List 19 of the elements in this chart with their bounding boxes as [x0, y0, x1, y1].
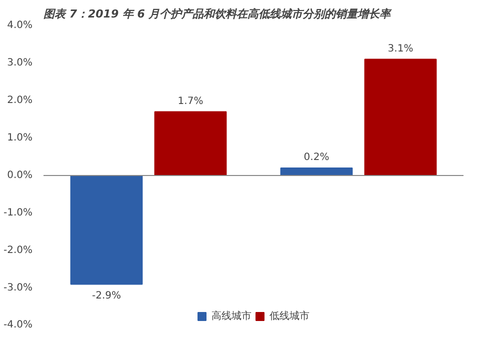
data-label: 3.1%	[388, 43, 414, 54]
legend-label: 高线城市	[212, 310, 252, 323]
data-label: 0.2%	[304, 152, 330, 163]
bar	[70, 175, 143, 285]
data-label: -2.9%	[92, 290, 122, 302]
chart-title: 图表 7：2019 年 6 月个护产品和饮料在高低线城市分别的销量增长率	[44, 8, 393, 20]
y-tick-label: -3.0%	[3, 282, 32, 294]
y-tick-label: -4.0%	[3, 320, 32, 330]
y-tick-label: -1.0%	[3, 208, 32, 218]
data-label: 1.7%	[178, 96, 204, 107]
y-tick-label: 1.0%	[7, 132, 32, 144]
y-tick-label: 3.0%	[7, 58, 32, 68]
y-tick-label: 0.0%	[7, 170, 32, 181]
y-tick-label: 2.0%	[7, 95, 32, 106]
y-tick-label: -2.0%	[3, 245, 32, 256]
legend-label: 低线城市	[270, 310, 310, 323]
y-tick-label: 4.0%	[7, 20, 32, 31]
bar	[154, 111, 227, 176]
bar	[364, 58, 437, 176]
